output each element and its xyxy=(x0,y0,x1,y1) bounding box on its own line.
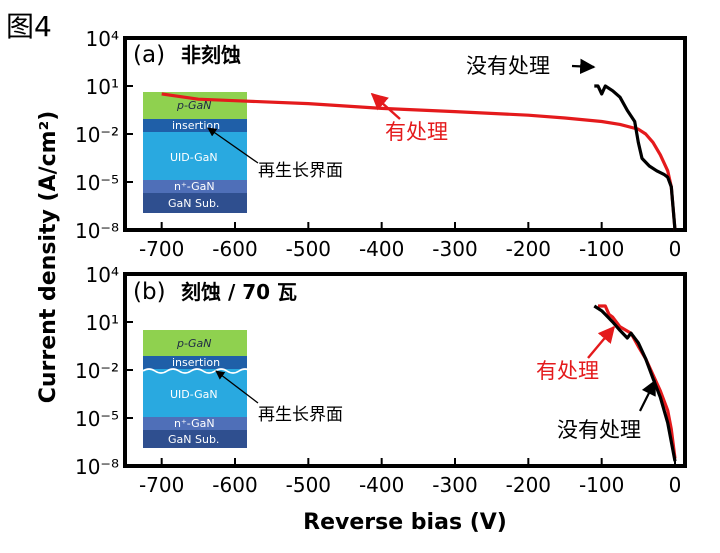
panel-a-x-ticks: -700 -600 -500 -400 -300 -200 -100 0 xyxy=(139,222,681,261)
x-tick-label: -400 xyxy=(359,237,404,261)
inset-b-layer-n: n⁺-GaN xyxy=(174,417,215,430)
inset-b-layer-pgan: p-GaN xyxy=(176,337,211,350)
panel-a-label: (a) xyxy=(133,42,165,68)
y-tick-label: 10¹ xyxy=(86,75,119,99)
panel-a-lines xyxy=(161,84,677,231)
panel-b-etched-interface-line xyxy=(142,368,252,374)
y-tick-label: 10⁴ xyxy=(86,263,119,287)
x-tick-label: -300 xyxy=(432,237,477,261)
x-axis-title: Reverse bias (V) xyxy=(303,510,507,535)
panel-b-inset: p-GaN insertion UID-GaN n⁺-GaN GaN Sub. xyxy=(142,330,252,448)
figure-label: 图4 xyxy=(6,10,52,43)
inset-b-layer-sub: GaN Sub. xyxy=(168,433,219,446)
x-tick-label: 0 xyxy=(669,237,682,261)
panel-b-lines xyxy=(593,304,677,462)
panel-b-interface-arrow xyxy=(215,370,259,404)
panel-b-with-treatment-label: 有处理 xyxy=(536,359,599,383)
x-tick-label: -500 xyxy=(286,237,331,261)
inset-a-layer-sub: GaN Sub. xyxy=(168,197,219,210)
x-tick-label: -400 xyxy=(359,473,404,497)
inset-a-layer-n: n⁺-GaN xyxy=(174,180,215,193)
y-tick-label: 10⁻⁸ xyxy=(75,219,119,243)
panel-a-interface-arrow xyxy=(207,127,259,164)
panel-a-without-treatment-arrow xyxy=(571,58,596,75)
y-axis-title: Current density (A/cm²) xyxy=(36,111,61,404)
y-tick-label: 10⁻² xyxy=(75,123,119,147)
x-tick-label: -200 xyxy=(506,473,551,497)
inset-a-layer-uid: UID-GaN xyxy=(170,151,218,164)
panel-b-title: 刻蚀 / 70 瓦 xyxy=(181,280,297,304)
panel-b-x-ticks: -700 -600 -500 -400 -300 -200 -100 0 xyxy=(139,458,681,497)
panel-a-inset: p-GaN insertion UID-GaN n⁺-GaN GaN Sub. xyxy=(143,92,247,213)
panel-b-without-treatment-arrow xyxy=(639,379,656,412)
panel-a-title: 非刻蚀 xyxy=(181,43,241,67)
series-line-without-treatment xyxy=(593,304,677,462)
inset-b-layer-insertion: insertion xyxy=(172,356,220,369)
inset-a-layer-pgan: p-GaN xyxy=(176,99,211,112)
x-tick-label: -200 xyxy=(506,237,551,261)
x-tick-label: -500 xyxy=(286,473,331,497)
y-tick-label: 10⁻⁸ xyxy=(75,455,119,479)
panel-b-with-treatment-arrow xyxy=(587,325,616,359)
panel-a-interface-label: 再生长界面 xyxy=(258,161,343,181)
y-tick-label: 10⁻⁵ xyxy=(75,407,119,431)
x-tick-label: 0 xyxy=(669,473,682,497)
y-tick-label: 10¹ xyxy=(86,311,119,335)
x-tick-label: -100 xyxy=(579,237,624,261)
panel-a-with-treatment-label: 有处理 xyxy=(385,120,448,144)
panel-b-interface-label: 再生长界面 xyxy=(258,405,343,425)
y-tick-label: 10⁻² xyxy=(75,359,119,383)
inset-a-layer-insertion: insertion xyxy=(172,119,220,132)
panel-a-y-ticks: 10⁴ 10¹ 10⁻² 10⁻⁵ 10⁻⁸ xyxy=(75,27,133,243)
y-tick-label: 10⁻⁵ xyxy=(75,171,119,195)
x-tick-label: -100 xyxy=(579,473,624,497)
x-tick-label: -300 xyxy=(432,473,477,497)
series-line-with-treatment xyxy=(161,92,677,231)
panel-a-with-treatment-arrow xyxy=(370,92,401,120)
x-tick-label: -700 xyxy=(139,237,184,261)
series-line-without-treatment xyxy=(594,84,677,231)
y-tick-label: 10⁴ xyxy=(86,27,119,51)
x-tick-label: -600 xyxy=(212,237,257,261)
panel-b-y-ticks: 10⁴ 10¹ 10⁻² 10⁻⁵ 10⁻⁸ xyxy=(75,263,133,479)
x-tick-label: -700 xyxy=(139,473,184,497)
x-tick-label: -600 xyxy=(212,473,257,497)
panel-b-label: (b) xyxy=(133,279,166,305)
panel-a-without-treatment-label: 没有处理 xyxy=(466,54,550,78)
inset-b-layer-uid: UID-GaN xyxy=(170,388,218,401)
panel-b-without-treatment-label: 没有处理 xyxy=(557,418,641,442)
